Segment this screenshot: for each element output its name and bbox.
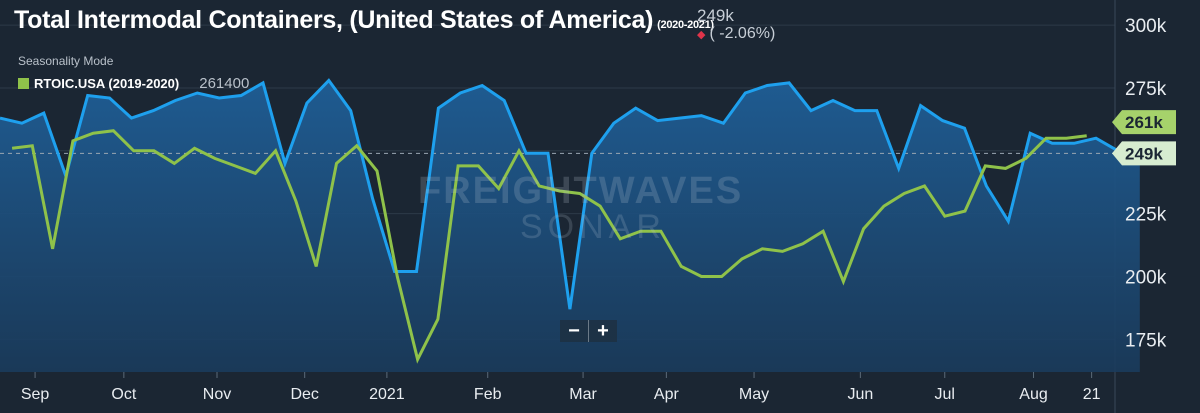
x-tick-label: Oct <box>111 386 136 403</box>
x-tick-label: 2021 <box>369 386 405 403</box>
down-arrow-icon: ◆ <box>697 29 706 41</box>
y-tick-label: 300k <box>1125 16 1167 37</box>
y-tick-label: 275k <box>1125 79 1167 100</box>
x-tick-label: Nov <box>203 386 231 403</box>
headline-change: ◆( -2.06%) <box>697 25 775 43</box>
prior-series-line <box>11 129 1087 364</box>
current-series-area <box>0 80 1140 373</box>
x-tick-label: May <box>739 386 769 403</box>
legend-series-name: RTOIC.USA (2019-2020) <box>34 76 180 91</box>
x-axis: Sep Oct Nov Dec 2021 Feb Mar Apr May Jun Jul Aug 21 <box>21 372 1101 403</box>
current-series-line <box>0 78 1140 310</box>
watermark-sublogo: SONAR <box>520 208 666 246</box>
zoom-out-button[interactable]: − <box>560 320 588 342</box>
x-tick-label: Mar <box>569 386 597 403</box>
x-tick-label: Apr <box>654 386 680 403</box>
x-tick-label: Feb <box>474 386 502 403</box>
zoom-controls: − + <box>560 320 617 342</box>
x-tick-label: Jul <box>935 386 955 403</box>
prior-end-tag-text: 261k <box>1125 113 1163 132</box>
zoom-divider <box>588 320 589 342</box>
legend-series-value: 261400 <box>199 75 250 92</box>
chart-title: Total Intermodal Containers, (United Sta… <box>14 6 714 35</box>
legend-swatch <box>18 78 29 89</box>
headline-value: 249k <box>697 6 734 25</box>
prior-end-tag-bg <box>1112 110 1176 135</box>
y-tick-label: 175k <box>1125 330 1167 351</box>
title-year-range: (2020-2021) <box>657 19 714 31</box>
legend-item[interactable]: RTOIC.USA (2019-2020) 261400 <box>18 75 249 92</box>
end-value-tags: 261k 249k <box>1112 110 1176 166</box>
x-tick-label: Aug <box>1019 386 1047 403</box>
seasonality-mode-label: Seasonality Mode <box>18 54 114 68</box>
x-tick-label: Dec <box>290 386 318 403</box>
y-tick-label: 200k <box>1125 267 1167 288</box>
y-tick-label: 225k <box>1125 205 1167 226</box>
current-end-tag-bg <box>1112 141 1176 166</box>
title-text: Total Intermodal Containers, (United Sta… <box>14 6 654 34</box>
zoom-in-button[interactable]: + <box>589 320 617 342</box>
current-end-tag-text: 249k <box>1125 144 1163 163</box>
watermark-logo: FREIGHTWAVES <box>418 170 744 212</box>
headline-change-text: ( -2.06%) <box>709 25 776 42</box>
x-tick-label: 21 <box>1083 386 1101 403</box>
x-tick-label: Sep <box>21 386 50 403</box>
x-tick-label: Jun <box>847 386 873 403</box>
